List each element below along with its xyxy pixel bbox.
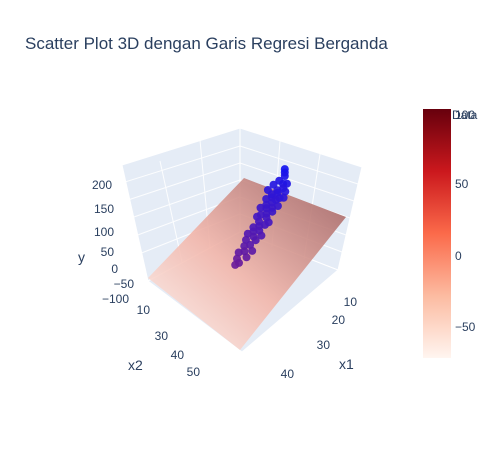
z-tick-label: 150 bbox=[94, 202, 114, 216]
data-point bbox=[248, 247, 256, 255]
z-tick-label: 0 bbox=[111, 262, 118, 276]
colorbar-ticks: −50 0 50 100 bbox=[455, 108, 476, 334]
x2-tick-label: 30 bbox=[155, 329, 169, 343]
colorbar-tick-label: 100 bbox=[455, 108, 475, 122]
x1-tick-label: 30 bbox=[317, 338, 331, 352]
x2-tick-label: 40 bbox=[171, 348, 185, 362]
colorbar-tick-label: −50 bbox=[455, 320, 476, 334]
colorbar-tick-label: 0 bbox=[455, 249, 462, 263]
z-tick-label: 50 bbox=[101, 245, 115, 259]
x1-tick-label: 40 bbox=[281, 367, 295, 381]
data-point bbox=[231, 261, 239, 269]
x1-axis-label: x1 bbox=[339, 356, 354, 372]
x2-tick-label: 10 bbox=[137, 303, 151, 317]
x2-axis-label: x2 bbox=[128, 357, 143, 373]
z-tick-label: −50 bbox=[114, 277, 135, 291]
colorbar-gradient bbox=[423, 109, 451, 358]
z-tick-label: −100 bbox=[102, 292, 129, 306]
z-tick-label: 200 bbox=[92, 178, 112, 192]
x2-tick-label: 50 bbox=[187, 365, 201, 379]
x1-tick-label: 10 bbox=[344, 295, 358, 309]
colorbar-tick-label: 50 bbox=[455, 177, 469, 191]
data-point bbox=[280, 194, 288, 202]
z-axis-ticks: −100−500 50 100 150 200 bbox=[92, 178, 134, 306]
z-axis-label: y bbox=[78, 249, 85, 265]
data-point bbox=[257, 204, 265, 212]
z-tick-label: 100 bbox=[94, 225, 114, 239]
data-point bbox=[243, 253, 251, 261]
x1-tick-label: 20 bbox=[332, 313, 346, 327]
